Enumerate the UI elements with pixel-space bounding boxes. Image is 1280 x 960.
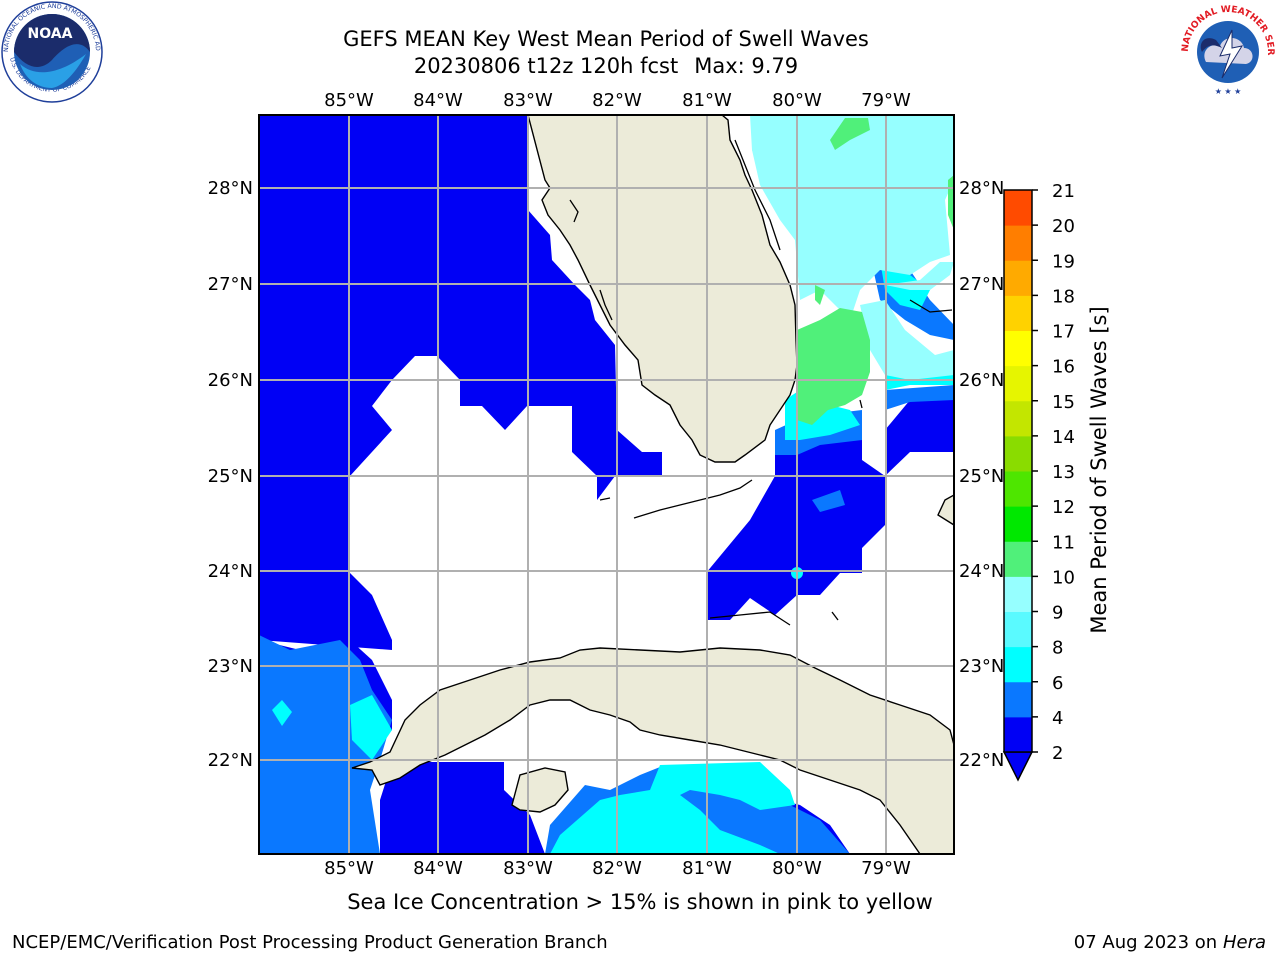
footer-machine: Hera — [1222, 932, 1266, 953]
sea-ice-note: Sea Ice Concentration > 15% is shown in … — [347, 890, 933, 914]
nws-logo: NATIONAL WEATHER SERVICE ★ ★ ★ — [1176, 0, 1278, 102]
colorbar-tick-label: 6 — [1052, 673, 1063, 694]
lon-label: 83°W — [503, 858, 553, 879]
lon-label: 80°W — [772, 858, 822, 879]
footer-credit: NCEP/EMC/Verification Post Processing Pr… — [12, 932, 608, 953]
colorbar-tick-label: 21 — [1052, 181, 1075, 202]
colorbar-swatch — [1004, 646, 1032, 683]
colorbar-tick-label: 19 — [1052, 251, 1075, 272]
max-label: Max: 9.79 — [694, 54, 799, 78]
colorbar-swatch — [1004, 225, 1032, 261]
lon-label: 85°W — [324, 90, 374, 111]
colorbar-swatch — [1004, 435, 1032, 472]
colorbar-tick-label: 13 — [1052, 462, 1075, 483]
colorbar-tick-label: 9 — [1052, 603, 1063, 624]
colorbar-tick-label: 16 — [1052, 357, 1075, 378]
colorbar-tick-label: 2 — [1052, 743, 1063, 764]
colorbar-extension — [1002, 751, 1034, 782]
run-label: 20230806 t12z 120h fcst — [413, 54, 679, 78]
lat-labels-left: 28°N 27°N 26°N 25°N 24°N 23°N 22°N — [208, 178, 253, 771]
lat-label: 27°N — [208, 274, 253, 295]
lon-label: 81°W — [682, 90, 732, 111]
footer-date-text: 07 Aug 2023 on — [1073, 932, 1218, 953]
lat-label: 23°N — [208, 656, 253, 677]
colorbar: 2 4 6 8 9 10 11 12 13 14 15 16 17 18 19 20 21 — [1002, 181, 1075, 782]
colorbar-swatch — [1004, 365, 1032, 402]
swell-contour-9-10 — [797, 118, 954, 425]
lat-label: 22°N — [208, 750, 253, 771]
lat-label: 25°N — [959, 466, 1004, 487]
lon-labels-top: 85°W 84°W 83°W 82°W 81°W 80°W 79°W — [324, 90, 911, 111]
colorbar-swatch — [1004, 190, 1032, 226]
chart-title: GEFS MEAN Key West Mean Period of Swell … — [343, 27, 869, 51]
lon-label: 79°W — [861, 858, 911, 879]
chart-subtitle: 20230806 t12z 120h fcst Max: 9.79 — [0, 53, 1212, 79]
lon-label: 84°W — [413, 90, 463, 111]
lat-label: 27°N — [959, 274, 1004, 295]
land-cuba — [351, 494, 954, 854]
colorbar-swatch — [1004, 716, 1032, 753]
colorbar-tick-label: 10 — [1052, 567, 1075, 588]
lon-label: 85°W — [324, 858, 374, 879]
map-area — [259, 115, 954, 854]
svg-text:★ ★ ★: ★ ★ ★ — [1215, 87, 1242, 96]
colorbar-swatch — [1004, 681, 1032, 718]
colorbar-swatch — [1004, 611, 1032, 648]
colorbar-swatch — [1004, 576, 1032, 612]
map-frame — [258, 114, 955, 855]
land-florida — [527, 115, 798, 463]
lon-label: 83°W — [503, 90, 553, 111]
noaa-text: NOAA — [28, 26, 73, 42]
lon-label: 84°W — [413, 858, 463, 879]
colorbar-swatch — [1004, 471, 1032, 507]
colorbar-swatch — [1004, 295, 1032, 331]
lon-label: 79°W — [861, 90, 911, 111]
colorbar-swatch — [1004, 330, 1032, 367]
lon-label: 82°W — [592, 90, 642, 111]
lat-label: 24°N — [959, 561, 1004, 582]
footer-date: 07 Aug 2023 on Hera — [1074, 932, 1266, 953]
lat-label: 26°N — [208, 370, 253, 391]
colorbar-swatch — [1004, 506, 1032, 542]
colorbar-tick-label: 11 — [1052, 532, 1075, 553]
colorbar-tick-label: 20 — [1052, 216, 1075, 237]
colorbar-swatch — [1004, 260, 1032, 296]
colorbar-tick-label: 15 — [1052, 392, 1075, 413]
lon-label: 81°W — [682, 858, 732, 879]
colorbar-swatch — [1004, 541, 1032, 577]
colorbar-tick-label: 17 — [1052, 322, 1075, 343]
lon-label: 82°W — [592, 858, 642, 879]
lat-label: 28°N — [208, 178, 253, 199]
colorbar-tick-label: 8 — [1052, 638, 1063, 659]
swell-contour-8-9 — [750, 115, 954, 380]
colorbar-label: Mean Period of Swell Waves [s] — [1087, 306, 1111, 633]
lat-label: 22°N — [959, 750, 1004, 771]
lon-labels-bottom: 85°W 84°W 83°W 82°W 81°W 80°W 79°W — [324, 858, 911, 879]
lat-label: 28°N — [959, 178, 1004, 199]
lat-label: 23°N — [959, 656, 1004, 677]
lat-label: 26°N — [959, 370, 1004, 391]
colorbar-tick-label: 14 — [1052, 427, 1075, 448]
coastline-details — [569, 139, 953, 626]
gridlines — [259, 115, 954, 854]
lat-label: 25°N — [208, 466, 253, 487]
colorbar-tick-label: 18 — [1052, 286, 1075, 307]
noaa-logo: NATIONAL OCEANIC AND ATMOSPHERIC ADMINIS… — [0, 0, 103, 103]
colorbar-swatch — [1004, 400, 1032, 437]
colorbar-tick-label: 12 — [1052, 497, 1075, 518]
colorbar-tick-label: 4 — [1052, 708, 1063, 729]
lat-label: 24°N — [208, 561, 253, 582]
lon-label: 80°W — [772, 90, 822, 111]
lat-labels-right: 28°N 27°N 26°N 25°N 24°N 23°N 22°N — [959, 178, 1004, 771]
